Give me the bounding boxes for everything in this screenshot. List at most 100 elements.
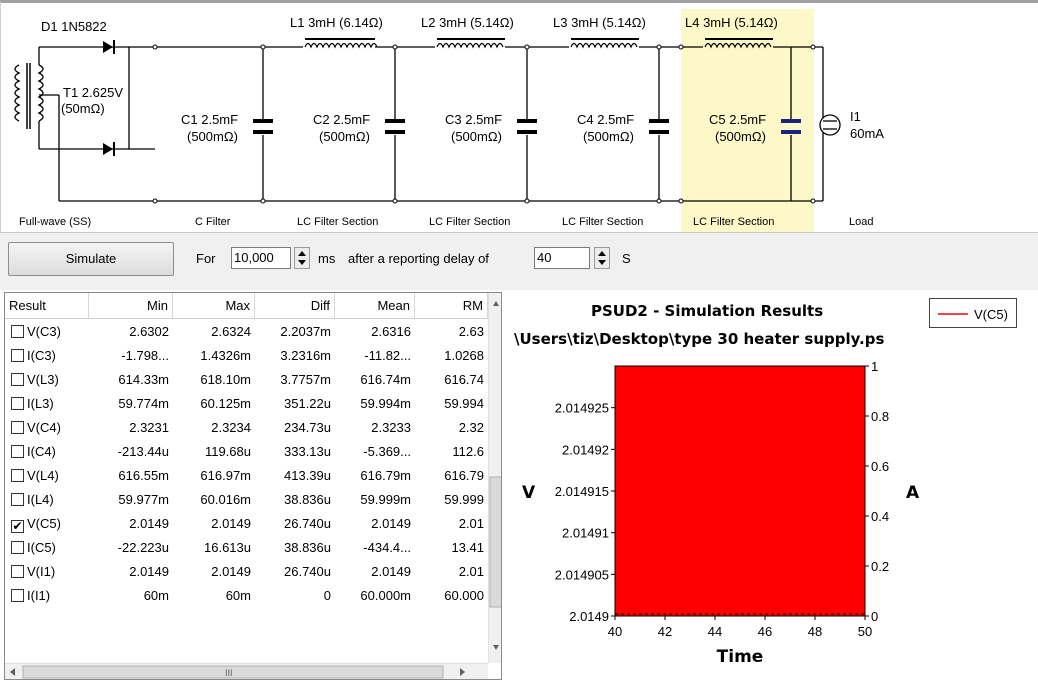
- chart-subtitle: \Users\tiz\Desktop\type 30 heater supply…: [514, 330, 885, 348]
- result-name: V(C3): [27, 324, 61, 339]
- vertical-scrollbar[interactable]: [488, 293, 502, 663]
- simulation-chart[interactable]: 40 42 44 46 48 50 2.0149 2.014905 2.01491 2.01491…: [512, 352, 932, 685]
- c2-label: C2 2.5mF: [313, 112, 370, 127]
- scroll-right-icon[interactable]: [460, 668, 465, 676]
- col-header-rms[interactable]: RM: [415, 293, 488, 319]
- table-row[interactable]: V(I1) 2.0149 2.0149 26.740u 2.0149 2.01: [5, 560, 488, 584]
- y-tick-label: 2.014915: [555, 484, 609, 499]
- horizontal-scroll-thumb[interactable]: [22, 665, 444, 679]
- table-row[interactable]: I(C3) -1.798... 1.4326m 3.2316m -11.82... 1.0…: [5, 344, 488, 368]
- diode-d1-symbol[interactable]: [103, 40, 115, 156]
- for-label: For: [196, 251, 216, 266]
- result-checkbox[interactable]: [11, 469, 24, 482]
- cell-max: 60.016m: [200, 492, 251, 507]
- col-header-diff[interactable]: Diff: [255, 293, 335, 319]
- col-header-min[interactable]: Min: [89, 293, 173, 319]
- capacitor-symbols[interactable]: [253, 119, 801, 134]
- cell-min: 616.55m: [118, 468, 169, 483]
- table-row[interactable]: I(L3) 59.774m 60.125m 351.22u 59.994m 59.994: [5, 392, 488, 416]
- chart-legend[interactable]: V(C5): [929, 298, 1017, 328]
- delay-spinner[interactable]: [594, 247, 610, 269]
- cell-rms: 112.6: [452, 444, 484, 459]
- result-checkbox[interactable]: [11, 421, 24, 434]
- result-name: V(L3): [27, 372, 59, 387]
- schematic-drawing: D1 1N5822 T1 2.625V (50mΩ) L1 3mH (6.14Ω…: [14, 9, 884, 235]
- c3-esr-label: (500mΩ): [451, 129, 502, 144]
- table-row[interactable]: I(C5) -22.223u 16.613u 38.836u -434.4... 13.4…: [5, 536, 488, 560]
- table-row[interactable]: V(L3) 614.33m 618.10m 3.7757m 616.74m 616.74: [5, 368, 488, 392]
- col-header-mean[interactable]: Mean: [335, 293, 415, 319]
- spin-up-icon[interactable]: [298, 251, 306, 256]
- chart-title: PSUD2 - Simulation Results: [591, 302, 824, 320]
- simulation-controls: Simulate For 10,000 ms after a reporting…: [0, 232, 1038, 290]
- result-checkbox[interactable]: [11, 325, 24, 338]
- result-checkbox[interactable]: [11, 349, 24, 362]
- duration-spinner[interactable]: [294, 247, 310, 269]
- result-name-cell: V(C4): [5, 416, 89, 440]
- result-name-cell: I(C4): [5, 440, 89, 464]
- table-row[interactable]: ✔ V(C5) 2.0149 2.0149 26.740u 2.0149 2.01: [5, 512, 488, 536]
- cell-rms: 1.0268: [444, 348, 484, 363]
- cell-mean: 2.3233: [371, 420, 411, 435]
- col-header-max[interactable]: Max: [173, 293, 255, 319]
- x-tick-label: 48: [808, 624, 822, 639]
- scroll-left-icon[interactable]: [10, 668, 15, 676]
- table-row[interactable]: V(L4) 616.55m 616.97m 413.39u 616.79m 616.79: [5, 464, 488, 488]
- section-label-lc1[interactable]: LC Filter Section: [297, 216, 378, 228]
- y2-tick-label: 0: [871, 609, 878, 624]
- y-tick-label: 2.01492: [562, 442, 609, 457]
- cell-diff: 333.13u: [284, 444, 331, 459]
- table-row[interactable]: V(C4) 2.3231 2.3234 234.73u 2.3233 2.32: [5, 416, 488, 440]
- table-row[interactable]: I(I1) 60m 60m 0 60.000m 60.000: [5, 584, 488, 608]
- table-row[interactable]: I(L4) 59.977m 60.016m 38.836u 59.999m 59.999: [5, 488, 488, 512]
- simulate-button[interactable]: Simulate: [8, 242, 174, 276]
- cell-max: 2.0149: [211, 516, 251, 531]
- scroll-up-icon[interactable]: [493, 301, 499, 306]
- table-row[interactable]: I(C4) -213.44u 119.68u 333.13u -5.369... 112.…: [5, 440, 488, 464]
- result-checkbox[interactable]: [11, 589, 24, 602]
- result-checkbox[interactable]: ✔: [11, 519, 24, 533]
- vertical-scroll-thumb[interactable]: [489, 476, 502, 608]
- result-checkbox[interactable]: [11, 373, 24, 386]
- result-checkbox[interactable]: [11, 445, 24, 458]
- series-vc5-area: [615, 366, 865, 616]
- horizontal-scrollbar[interactable]: III: [5, 663, 488, 679]
- result-name-cell: I(L3): [5, 392, 89, 416]
- section-label-lc2[interactable]: LC Filter Section: [429, 216, 510, 228]
- current-source-i1-symbol[interactable]: [819, 114, 841, 136]
- spin-up-icon[interactable]: [598, 251, 606, 256]
- spin-down-icon[interactable]: [298, 260, 306, 265]
- cell-max: 616.97m: [200, 468, 251, 483]
- section-label-c-filter[interactable]: C Filter: [195, 216, 231, 228]
- table-row[interactable]: V(C3) 2.6302 2.6324 2.2037m 2.6316 2.63: [5, 320, 488, 344]
- inductor-symbols[interactable]: [304, 38, 773, 49]
- section-label-load[interactable]: Load: [849, 216, 873, 228]
- scroll-grip-icon: III: [225, 668, 233, 678]
- result-name-cell: ✔ V(C5): [5, 512, 89, 536]
- transformer-t1-symbol[interactable]: [14, 46, 155, 201]
- result-checkbox[interactable]: [11, 565, 24, 578]
- cell-diff: 413.39u: [284, 468, 331, 483]
- section-label-fullwave[interactable]: Full-wave (SS): [19, 216, 91, 228]
- cell-min: 2.0149: [129, 564, 169, 579]
- result-checkbox[interactable]: [11, 397, 24, 410]
- result-name: I(I1): [27, 588, 51, 603]
- result-checkbox[interactable]: [11, 493, 24, 506]
- result-name-cell: I(L4): [5, 488, 89, 512]
- section-label-lc3[interactable]: LC Filter Section: [562, 216, 643, 228]
- result-checkbox[interactable]: [11, 541, 24, 554]
- c4-label: C4 2.5mF: [577, 112, 634, 127]
- spin-down-icon[interactable]: [598, 260, 606, 265]
- delay-input[interactable]: 40: [534, 247, 590, 269]
- section-label-lc4[interactable]: LC Filter Section: [693, 216, 774, 228]
- result-name: I(C5): [27, 540, 56, 555]
- duration-input[interactable]: 10,000: [231, 247, 291, 269]
- t1-label: T1 2.625V: [63, 85, 123, 100]
- x-tick-label: 40: [608, 624, 622, 639]
- col-header-result[interactable]: Result: [5, 293, 89, 319]
- cell-rms: 59.999: [444, 492, 484, 507]
- cell-min: 59.977m: [118, 492, 169, 507]
- scroll-down-icon[interactable]: [493, 645, 499, 650]
- cell-max: 119.68u: [204, 444, 251, 459]
